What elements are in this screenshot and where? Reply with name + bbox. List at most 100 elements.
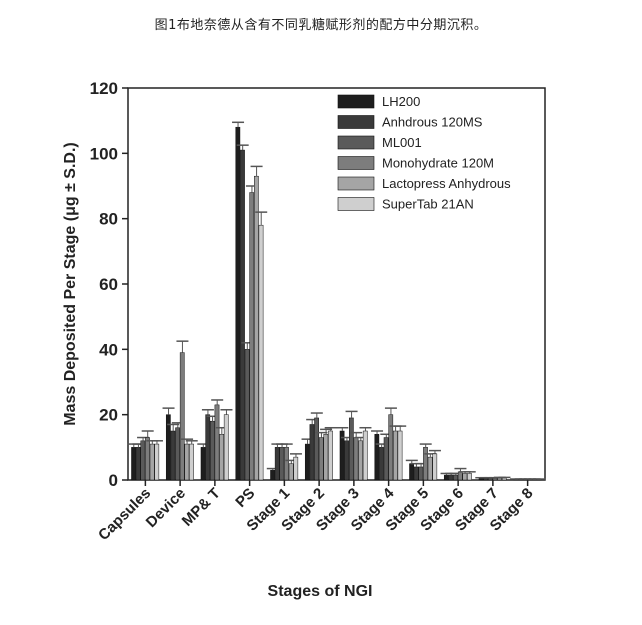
y-axis-title: Mass Deposited Per Stage (μg ± S.D.) [62,142,79,426]
bar [323,434,329,481]
bar [140,440,146,481]
bar [453,474,458,481]
bar [339,430,345,481]
bar [501,477,507,481]
bar [318,437,324,481]
legend-swatch [337,115,375,129]
bar [189,443,194,481]
bar [374,434,380,481]
y-tick-label: 40 [99,340,118,359]
y-axis: 0 20 40 60 80 100 120 [90,79,128,490]
y-tick-label: 20 [99,406,118,425]
legend-swatch [337,176,375,191]
legend-label: Monohydrate 120M [382,156,494,171]
legend-label: SuperTab 21AN [382,197,474,212]
bar [362,430,368,481]
legend-swatch [337,135,375,150]
bar [497,477,502,481]
bar [254,175,259,481]
bar [258,224,264,481]
x-tick-label: Capsules [95,485,154,544]
legend-swatch [337,94,375,109]
bar [249,192,255,481]
x-axis-title: Stages of NGI [268,583,373,600]
bar [423,447,428,481]
bar [393,430,398,481]
series-5 [150,211,546,481]
bar [492,478,498,481]
bar [270,469,275,481]
bar [235,126,241,481]
bar [397,430,403,481]
bar [457,471,463,481]
x-tick-label: Device [143,485,189,531]
legend-label: Lactopress Anhydrous [382,176,511,191]
bar [149,443,155,481]
series-3 [141,185,536,481]
bar [240,149,245,481]
bar [379,447,384,481]
bar [483,478,489,481]
bar [314,417,319,481]
bar [309,424,315,481]
bar [175,427,180,481]
y-tick-label: 80 [99,210,118,229]
legend-label: LH200 [382,94,420,109]
bar [388,414,394,481]
bar [432,453,438,481]
bar [274,447,280,481]
bar [184,443,190,481]
bar [413,466,419,481]
bar [279,447,285,481]
bar [427,456,433,481]
bar [304,443,310,481]
legend-swatch [337,197,375,211]
bar [448,474,454,481]
bar [131,447,136,481]
legend-label: ML001 [382,135,422,150]
bar [244,349,250,481]
bar [344,440,350,481]
legend-swatch [337,156,375,170]
plot-area [127,87,546,481]
bar [135,447,141,481]
x-tick-label: PS [232,485,258,511]
bar [443,474,449,481]
bar [223,414,229,481]
bar [487,478,493,481]
bar [348,417,354,481]
bar [179,352,185,481]
bar [145,437,150,481]
figure-caption: 图1布地奈德从含有不同乳糖赋形剂的配方中分期沉积。 [154,18,488,33]
bar [358,440,363,481]
bar [409,463,414,481]
bar [209,420,215,481]
bar [293,456,299,481]
bar [219,434,224,481]
legend: LH200 Anhdrous 120MS ML001 Monohydrate 120M… [337,94,511,212]
bar [478,478,484,481]
bar [214,404,220,481]
x-tick-label: MP& T [179,485,224,530]
bar [328,430,333,481]
bar [462,473,468,481]
bar [170,430,176,481]
y-tick-label: 120 [90,79,118,98]
bar [154,443,160,481]
y-tick-label: 100 [90,144,118,163]
bar [205,414,211,481]
bar [467,473,472,481]
series-0 [127,121,523,481]
bars-group [127,121,546,481]
bar [418,466,424,481]
y-tick-label: 0 [109,471,118,490]
bar [288,463,294,481]
bar [284,447,289,481]
legend-label: Anhdrous 120MS [382,115,483,130]
bar [200,447,206,481]
y-tick-label: 60 [99,275,118,294]
bar [383,437,389,481]
bar [353,437,359,481]
